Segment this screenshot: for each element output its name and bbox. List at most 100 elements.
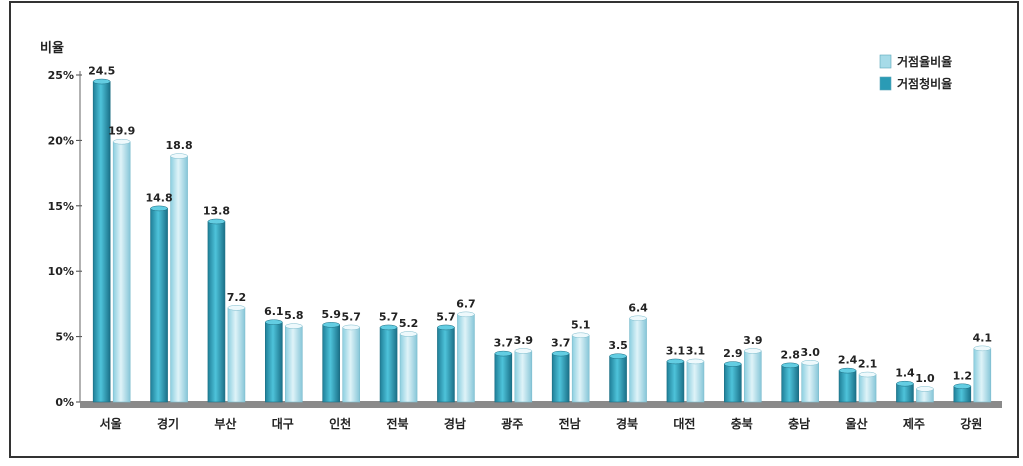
- bar-cap: [858, 371, 877, 378]
- bar-cap: [342, 324, 360, 331]
- data-label: 3.0: [800, 346, 820, 359]
- x-tick-label: 경북: [616, 417, 638, 431]
- y-tick-label: 25%: [48, 69, 74, 82]
- data-label: 5.7: [341, 310, 361, 323]
- data-label: 5.9: [321, 308, 341, 321]
- bar-cap: [896, 380, 914, 387]
- bar-cap: [514, 348, 533, 354]
- bar: [285, 325, 303, 403]
- data-label: 5.2: [399, 317, 419, 330]
- x-tick-label: 울산: [846, 416, 868, 431]
- bar-cap: [629, 315, 647, 322]
- data-label: 5.8: [284, 309, 304, 322]
- bar-cap: [781, 362, 799, 369]
- y-tick-label: 15%: [48, 200, 74, 213]
- data-label: 19.9: [108, 125, 135, 138]
- x-tick-label: 경남: [444, 416, 466, 431]
- legend-label: 거점율비율: [897, 54, 952, 69]
- legend-swatch: [879, 76, 892, 91]
- x-tick-label: 제주: [903, 417, 925, 431]
- bar: [322, 324, 340, 403]
- bar: [551, 353, 570, 403]
- bar: [457, 314, 475, 403]
- bar: [973, 348, 992, 403]
- bar-cap: [953, 383, 972, 390]
- bar: [112, 141, 131, 403]
- y-axis-label: 비율: [40, 40, 64, 56]
- data-label: 6.7: [456, 297, 476, 310]
- bar: [514, 350, 533, 403]
- bar: [150, 208, 168, 403]
- data-label: 14.8: [145, 191, 172, 204]
- bar: [838, 370, 857, 403]
- data-label: 5.7: [379, 310, 399, 323]
- x-tick-label: 전북: [387, 416, 409, 431]
- data-label: 3.9: [514, 334, 534, 347]
- bar-cap: [399, 331, 418, 337]
- x-tick-label: 강원: [960, 417, 982, 431]
- data-label: 2.8: [780, 348, 800, 361]
- bar-cap: [609, 353, 627, 359]
- x-tick-label: 전남: [559, 416, 581, 431]
- y-tick-label: 10%: [48, 265, 74, 278]
- bar-cap: [92, 78, 111, 85]
- data-label: 3.9: [743, 334, 763, 347]
- data-label: 2.9: [723, 347, 743, 360]
- bar: [571, 334, 590, 403]
- bar-cap: [724, 361, 742, 367]
- axis-layer: 비율 0% 5% 10% 15% 20% 25%: [40, 40, 1002, 409]
- bar-cap: [973, 345, 992, 352]
- y-tick-label: 0%: [55, 396, 74, 409]
- bar-cap: [207, 218, 226, 225]
- data-label: 7.2: [227, 291, 247, 304]
- bar: [170, 155, 188, 403]
- x-tick-label: 서울: [100, 416, 122, 431]
- data-label: 3.1: [686, 344, 706, 357]
- x-tick-label: 대전: [673, 416, 695, 431]
- bar-cap: [170, 153, 188, 159]
- bar: [399, 333, 418, 403]
- bar-cap: [744, 348, 762, 354]
- bar: [781, 365, 799, 403]
- bar-cap: [801, 360, 819, 366]
- bar-cap: [285, 323, 303, 329]
- bar: [265, 321, 283, 403]
- bar-cap: [227, 305, 246, 311]
- bar: [207, 221, 226, 403]
- bar: [858, 374, 877, 403]
- bar: [342, 327, 360, 403]
- data-label: 6.4: [628, 301, 648, 314]
- bar-cap: [838, 367, 857, 374]
- bar-cap: [916, 386, 934, 392]
- x-tick-label: 대구: [272, 417, 294, 431]
- bar: [437, 327, 455, 403]
- legend-label: 거점청비율: [897, 76, 952, 91]
- bar-cap: [571, 332, 590, 339]
- data-label: 4.1: [973, 331, 993, 344]
- y-tick-label: 5%: [55, 331, 74, 344]
- data-label: 5.1: [571, 318, 591, 331]
- x-tick-label: 충북: [731, 416, 753, 431]
- bar: [609, 355, 627, 403]
- bar-cap: [457, 311, 475, 318]
- data-label: 13.8: [203, 204, 230, 217]
- data-label: 6.1: [264, 305, 284, 318]
- x-tick-label: 광주: [501, 416, 523, 431]
- bar: [744, 350, 762, 403]
- bar: [801, 362, 819, 403]
- bar-cap: [322, 322, 340, 328]
- x-tick-label: 부산: [214, 416, 236, 431]
- data-label: 3.7: [551, 337, 571, 350]
- x-tick-label: 경기: [157, 416, 179, 431]
- x-tick-label: 충남: [788, 416, 810, 431]
- data-label: 1.2: [953, 369, 973, 382]
- bar-cap: [379, 324, 398, 331]
- bar: [629, 317, 647, 403]
- bar: [379, 327, 398, 403]
- label-layer: 서울 24.5 19.9 경기 14.8 18.8 부산 13.8 7.2 대구 6.1 5.8 인천 5…: [88, 65, 992, 431]
- x-tick-label: 인천: [329, 416, 351, 431]
- data-label: 3.5: [608, 339, 628, 352]
